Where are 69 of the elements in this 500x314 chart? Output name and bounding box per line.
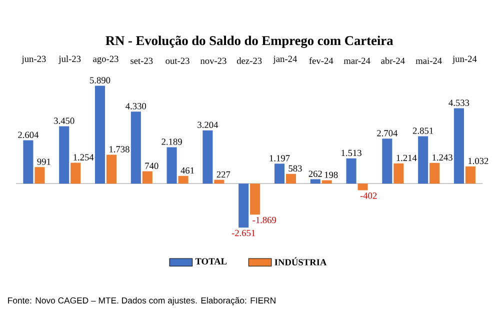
- x-tick-label: dez-23: [236, 57, 262, 64]
- data-label: 4.533: [448, 100, 470, 106]
- x-tick-label: fev-24: [309, 57, 334, 64]
- data-label: 1.513: [342, 150, 362, 156]
- bar: [70, 162, 81, 184]
- data-label: 1.214: [396, 154, 417, 162]
- data-label: 262: [308, 170, 322, 177]
- source-note: Fonte: Novo CAGED – MTE. Dados com ajustes. Elaboração: FIERN: [8, 297, 276, 306]
- bar: [142, 171, 152, 184]
- bar: [310, 179, 320, 184]
- bar: [358, 184, 368, 190]
- bar: [430, 162, 440, 184]
- x-tick-label: jun-23: [22, 56, 46, 64]
- bar: [250, 184, 260, 215]
- bar: [382, 138, 392, 184]
- data-label: 461: [180, 167, 194, 174]
- bar: [274, 164, 285, 184]
- data-label: 1.738: [110, 146, 130, 152]
- data-label: 991: [37, 158, 50, 165]
- data-label: -402: [360, 192, 377, 199]
- data-label: 227: [216, 171, 230, 178]
- bar: [465, 166, 476, 184]
- data-label: 3.204: [198, 122, 218, 128]
- data-label: 198: [324, 172, 338, 178]
- data-label: 2.851: [412, 128, 434, 134]
- data-label: -1.869: [252, 216, 276, 224]
- bar: [214, 180, 224, 184]
- data-label: 3.450: [54, 118, 74, 124]
- x-tick-label: jun-24: [452, 56, 477, 64]
- x-tick-label: ago-23: [93, 56, 118, 64]
- legend-label: INDÚSTRIA: [274, 257, 327, 266]
- bar: [202, 130, 213, 184]
- x-tick-label: mai-24: [416, 58, 442, 64]
- data-label: 1.243: [432, 154, 452, 161]
- bar: [23, 140, 34, 184]
- x-tick-label: nov-23: [200, 58, 226, 64]
- x-tick-label: mar-24: [344, 58, 370, 64]
- legend-label: TOTAL: [195, 258, 227, 264]
- x-tick-label: abr-24: [381, 57, 405, 64]
- bar: [418, 136, 428, 184]
- data-label: 2.189: [162, 138, 182, 145]
- data-label: 1.032: [468, 158, 488, 164]
- data-label: 2.704: [377, 130, 398, 136]
- bar: [322, 180, 332, 184]
- x-tick-label: out-23: [166, 58, 190, 64]
- data-label: 5.890: [90, 77, 110, 84]
- data-label: -2.651: [232, 230, 256, 236]
- bar: [394, 163, 404, 184]
- data-label: 2.604: [18, 132, 39, 138]
- bar: [94, 86, 106, 184]
- bar: [130, 112, 141, 184]
- data-label: 4.330: [126, 103, 146, 110]
- x-tick-label: jan-24: [273, 56, 298, 64]
- x-tick-label: set-23: [130, 58, 153, 64]
- bar: [454, 108, 464, 184]
- bar: [178, 176, 188, 184]
- x-tick-label: jul-23: [58, 56, 81, 64]
- bar: [166, 147, 177, 184]
- bar: [286, 174, 296, 184]
- bar: [59, 126, 70, 184]
- chart-title: RN - Evolução do Saldo do Emprego com Carteira: [106, 36, 394, 48]
- data-label: 1.197: [270, 155, 290, 162]
- bar: [34, 167, 45, 184]
- data-label: 583: [288, 165, 302, 172]
- data-label: 1.254: [74, 154, 94, 160]
- bar: [106, 154, 117, 184]
- bar: [238, 184, 249, 228]
- data-label: 740: [145, 162, 158, 169]
- bar: [346, 158, 356, 184]
